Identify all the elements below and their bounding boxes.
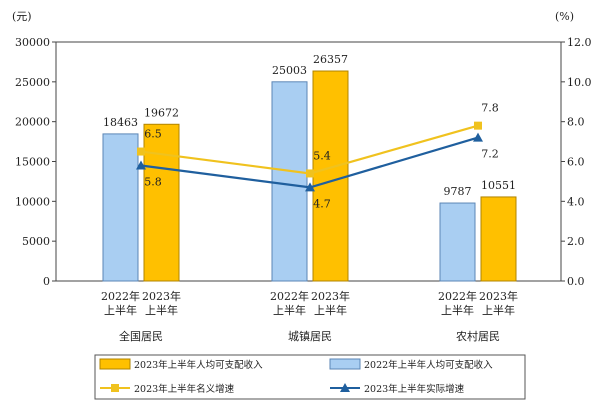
period-label: 上半年 (482, 303, 515, 317)
line-point (473, 132, 483, 142)
left-tick-label: 10000 (15, 195, 50, 208)
line-value-label: 7.2 (481, 148, 499, 161)
bars-layer (102, 70, 517, 282)
right-tick-label: 8.0 (567, 116, 585, 129)
left-tick-label: 25000 (15, 76, 50, 89)
right-tick-label: 2.0 (567, 235, 585, 248)
legend: 2023年上半年人均可支配收入 2022年上半年人均可支配收入 2023年上半年名义… (94, 354, 526, 400)
bar-value-label: 9787 (444, 185, 472, 198)
left-tick-label: 15000 (15, 156, 50, 169)
year-label: 2022年 (438, 289, 477, 303)
line-1 (140, 136, 479, 189)
bar-value-label: 18463 (103, 116, 138, 129)
line-value-label: 5.4 (313, 149, 331, 162)
bar-value-label: 10551 (481, 179, 516, 192)
left-tick-label: 5000 (22, 235, 50, 248)
labels-layer: 18463 19672 25003 26357 9787 10551 6.5 5.4 7.8 5.… (103, 53, 516, 210)
period-label: 上半年 (273, 303, 306, 317)
right-tick-label: 12.0 (567, 36, 592, 49)
line-point (305, 182, 315, 192)
bar-value-label: 19672 (144, 106, 179, 119)
period-label: 上半年 (145, 303, 178, 317)
bar-value-label: 26357 (313, 53, 348, 66)
legend-label: 2023年上半年名义增速 (134, 383, 235, 395)
legend-label: 2022年上半年人均可支配收入 (364, 359, 493, 371)
year-label: 2022年 (101, 289, 140, 303)
period-label: 上半年 (441, 303, 474, 317)
line-value-label: 7.8 (481, 102, 499, 115)
right-tick-label: 0.0 (567, 275, 585, 288)
bar-0-2 (439, 202, 476, 282)
category-label: 全国居民 (119, 329, 163, 343)
right-tick-label: 6.0 (567, 156, 585, 169)
bar-0-0 (102, 133, 139, 282)
line-value-label: 4.7 (313, 197, 331, 210)
line-value-label: 6.5 (144, 128, 162, 141)
right-tick-label: 10.0 (567, 76, 592, 89)
bar-0-1 (271, 81, 308, 282)
bar-value-label: 25003 (272, 64, 307, 77)
category-label: 农村居民 (456, 329, 500, 343)
legend-marker (111, 384, 119, 392)
period-label: 上半年 (104, 303, 137, 317)
year-label: 2023年 (479, 289, 518, 303)
legend-frame (94, 354, 526, 400)
line-value-label: 5.8 (144, 175, 162, 188)
left-unit-label: (元) (12, 10, 32, 23)
year-label: 2023年 (311, 289, 350, 303)
left-tick-label: 20000 (15, 116, 50, 129)
bar-1-0 (143, 123, 180, 282)
left-tick-label: 0 (43, 275, 50, 288)
period-label: 上半年 (314, 303, 347, 317)
bar-1-2 (480, 196, 517, 282)
year-label: 2022年 (270, 289, 309, 303)
axes-layer: (元) (%) 0 5000 10000 15000 20000 25000 30000 0.0 2… (12, 10, 592, 343)
bar-1-1 (312, 70, 349, 282)
line-0 (140, 124, 479, 175)
legend-label: 2023年上半年实际增速 (364, 383, 465, 395)
line-point (474, 121, 482, 130)
year-label: 2023年 (142, 289, 181, 303)
legend-swatch (99, 358, 131, 370)
line-point (136, 160, 146, 170)
lines-layer (136, 121, 483, 192)
left-tick-label: 30000 (15, 36, 50, 49)
right-tick-label: 4.0 (567, 195, 585, 208)
category-label: 城镇居民 (288, 329, 332, 343)
legend-label: 2023年上半年人均可支配收入 (134, 359, 263, 371)
right-unit-label: (%) (555, 10, 574, 23)
line-point (137, 147, 145, 156)
legend-marker (340, 383, 350, 392)
legend-swatch (329, 358, 361, 370)
line-point (306, 169, 314, 178)
